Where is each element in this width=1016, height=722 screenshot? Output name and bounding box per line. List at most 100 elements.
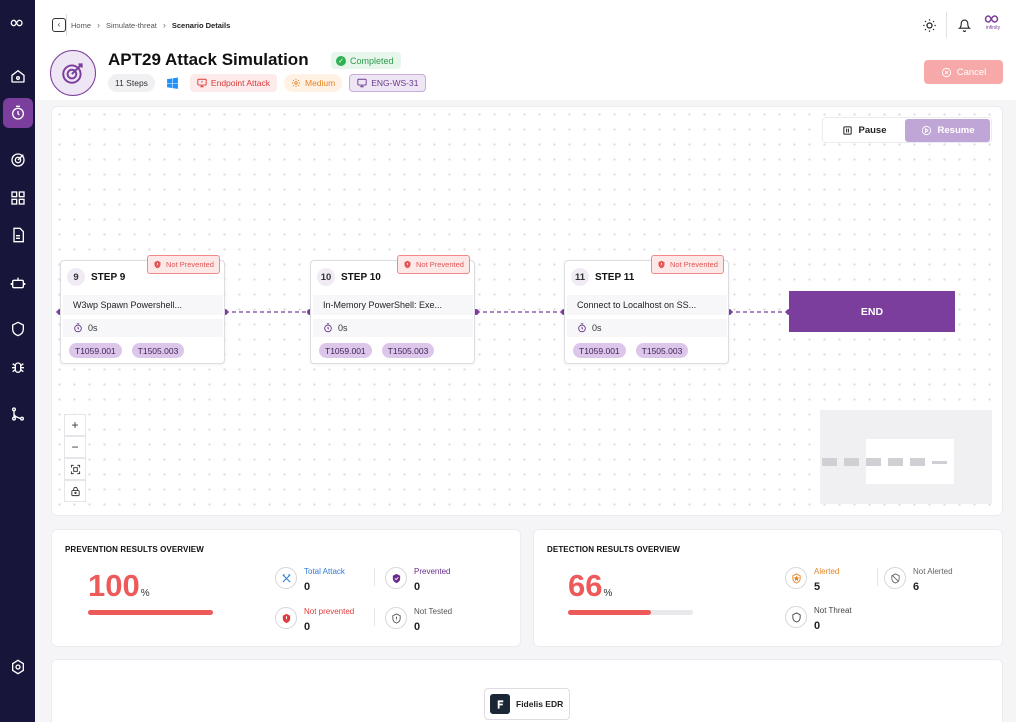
page-title: APT29 Attack Simulation bbox=[108, 50, 309, 69]
not-prevented-badge: Not Prevented bbox=[147, 255, 220, 274]
check-icon: ✓ bbox=[336, 55, 346, 66]
scenario-header: APT29 Attack Simulation ✓ Completed 11 S… bbox=[35, 48, 1016, 100]
windows-icon bbox=[162, 74, 183, 92]
technique-tag[interactable]: T1059.001 bbox=[573, 343, 626, 358]
severity-tag: Medium bbox=[284, 74, 343, 92]
breadcrumb: Home › Simulate-threat › Scenario Detail… bbox=[71, 18, 230, 32]
step-description: W3wp Spawn Powershell... bbox=[63, 295, 223, 315]
stat-value: 0 bbox=[414, 581, 421, 593]
bug-icon bbox=[12, 362, 24, 373]
not-prevented-badge: Not Prevented bbox=[397, 255, 470, 274]
divider bbox=[877, 568, 878, 586]
brand-text: infinity bbox=[985, 25, 1001, 31]
stat-not-alerted: Not Alerted 6 bbox=[884, 567, 994, 603]
stopwatch-icon bbox=[12, 105, 24, 120]
stopwatch-icon bbox=[74, 323, 82, 333]
minimap-end-node bbox=[932, 461, 947, 464]
sidebar-item-reports[interactable] bbox=[3, 220, 33, 250]
steps-tag: 11 Steps bbox=[108, 74, 155, 92]
sun-icon bbox=[922, 18, 936, 32]
detection-percent: 66% bbox=[568, 568, 612, 604]
minimap-node bbox=[844, 458, 859, 466]
shield-outline-icon bbox=[785, 606, 807, 628]
host-tag: ENG-WS-31 bbox=[349, 74, 427, 92]
percent-unit: % bbox=[603, 588, 613, 599]
lock-icon bbox=[70, 486, 80, 496]
pause-icon bbox=[842, 125, 852, 135]
stopwatch-icon bbox=[578, 323, 586, 333]
lock-view-button[interactable] bbox=[64, 480, 86, 502]
stat-label: Not Tested bbox=[414, 607, 453, 616]
robot-icon bbox=[10, 277, 26, 289]
step-duration: 0s bbox=[63, 319, 223, 337]
scenario-tags: 11 Steps Endpoint Attack Medium ENG-WS-3… bbox=[108, 74, 427, 92]
not-prevented-badge: Not Prevented bbox=[651, 255, 724, 274]
sidebar-item-security[interactable] bbox=[3, 314, 33, 344]
technique-tag[interactable]: T1505.003 bbox=[635, 343, 689, 358]
sidebar-item-bugs[interactable] bbox=[3, 352, 33, 382]
divider bbox=[374, 608, 375, 626]
shield-info-icon bbox=[385, 607, 407, 629]
target-icon bbox=[11, 153, 25, 167]
technique-tag[interactable]: T1059.001 bbox=[69, 343, 122, 358]
sidebar-item-home[interactable] bbox=[3, 61, 33, 91]
app-logo-icon[interactable] bbox=[3, 8, 33, 38]
stat-value: 0 bbox=[304, 581, 311, 593]
stat-label: Not Threat bbox=[814, 606, 852, 615]
shield-alert-icon bbox=[658, 260, 665, 269]
sidebar-item-targets[interactable] bbox=[3, 145, 33, 175]
prevention-progress-bar bbox=[88, 610, 213, 615]
step-name: STEP 10 bbox=[341, 271, 381, 283]
zoom-out-button[interactable]: − bbox=[64, 436, 86, 458]
minimap[interactable] bbox=[820, 410, 992, 504]
notifications-button[interactable] bbox=[953, 14, 975, 36]
sidebar-item-agents[interactable] bbox=[3, 268, 33, 298]
stat-label: Not prevented bbox=[304, 607, 355, 616]
sidebar-toggle-icon[interactable]: ‹ bbox=[52, 18, 66, 32]
detection-results-card: DETECTION RESULTS OVERVIEW 66% Alerted 5… bbox=[533, 529, 1003, 647]
stat-value: 0 bbox=[414, 621, 421, 633]
cancel-button[interactable]: Cancel bbox=[924, 60, 1003, 84]
minimap-node bbox=[888, 458, 903, 466]
flow-canvas[interactable]: Pause Resume 9 STEP 9 Not Prevented W3wp… bbox=[51, 106, 1003, 516]
theme-toggle-button[interactable] bbox=[918, 14, 940, 36]
scenario-target-icon bbox=[50, 50, 96, 96]
duration-label: 0s bbox=[88, 323, 98, 333]
breadcrumb-home[interactable]: Home bbox=[71, 20, 92, 30]
badge-label: Not Prevented bbox=[416, 260, 464, 269]
step-number: 9 bbox=[67, 268, 85, 286]
stat-not-tested: Not Tested 0 bbox=[385, 607, 495, 643]
fit-view-icon bbox=[70, 464, 80, 474]
sidebar-item-simulate-threat[interactable] bbox=[3, 98, 33, 128]
user-avatar[interactable]: infinity bbox=[981, 14, 1005, 36]
step-number: 10 bbox=[317, 268, 335, 286]
percent-unit: % bbox=[140, 588, 150, 599]
stat-label: Prevented bbox=[414, 567, 451, 576]
pause-button[interactable]: Pause bbox=[825, 119, 903, 141]
technique-tag[interactable]: T1505.003 bbox=[131, 343, 185, 358]
sidebar-item-settings[interactable] bbox=[3, 652, 33, 682]
fit-view-button[interactable] bbox=[64, 458, 86, 480]
resume-button[interactable]: Resume bbox=[905, 119, 990, 142]
step-card[interactable]: 9 STEP 9 Not Prevented W3wp Spawn Powers… bbox=[60, 255, 225, 364]
gear-icon bbox=[291, 78, 301, 88]
detection-title: DETECTION RESULTS OVERVIEW bbox=[547, 545, 680, 554]
stat-value: 5 bbox=[814, 581, 821, 593]
minimap-node bbox=[822, 458, 837, 466]
breadcrumb-simulate-threat[interactable]: Simulate-threat bbox=[106, 20, 157, 30]
sidebar-item-workflows[interactable] bbox=[3, 399, 33, 429]
step-card[interactable]: 10 STEP 10 Not Prevented In-Memory Power… bbox=[310, 255, 475, 364]
sidebar-item-modules[interactable] bbox=[3, 183, 33, 213]
document-icon bbox=[13, 227, 24, 243]
attack-type-tag: Endpoint Attack bbox=[189, 74, 277, 92]
edr-integration-card[interactable]: Fidelis EDR bbox=[484, 688, 570, 720]
zoom-in-button[interactable]: + bbox=[64, 414, 86, 436]
step-card[interactable]: 11 STEP 11 Not Prevented Connect to Loca… bbox=[564, 255, 729, 364]
technique-tag[interactable]: T1059.001 bbox=[319, 343, 372, 358]
stat-label: Alerted bbox=[814, 567, 840, 576]
chevron-right-icon: › bbox=[162, 20, 166, 30]
technique-tag[interactable]: T1505.003 bbox=[381, 343, 435, 358]
end-node[interactable]: END bbox=[789, 291, 955, 332]
gear-icon bbox=[12, 659, 24, 675]
stopwatch-icon bbox=[324, 323, 332, 333]
